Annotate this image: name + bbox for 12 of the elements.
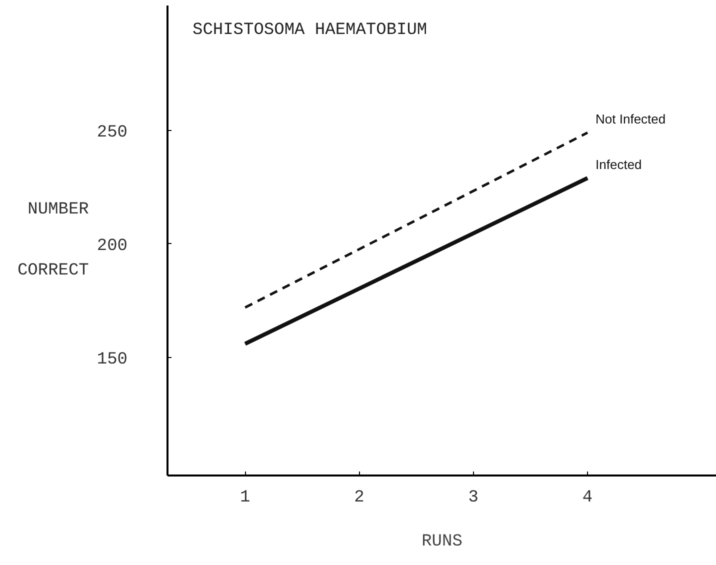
series-label: Not Infected <box>596 112 666 127</box>
text: SCHISTOSOMA HAEMATOBIUM <box>192 21 428 40</box>
y-tick-label: 150 <box>96 350 128 370</box>
y-tick-label: 200 <box>96 236 128 256</box>
x-tick-label: 3 <box>468 488 478 508</box>
x-tick-label: 4 <box>582 488 593 508</box>
text: NUMBER CORRECT <box>17 200 89 280</box>
x-axis-title: RUNS <box>422 532 462 552</box>
y-tick-label: 250 <box>96 123 128 142</box>
x-tick-label: 1 <box>240 488 250 508</box>
series-label: Infected <box>596 157 642 172</box>
x-tick-label: 2 <box>354 488 364 508</box>
